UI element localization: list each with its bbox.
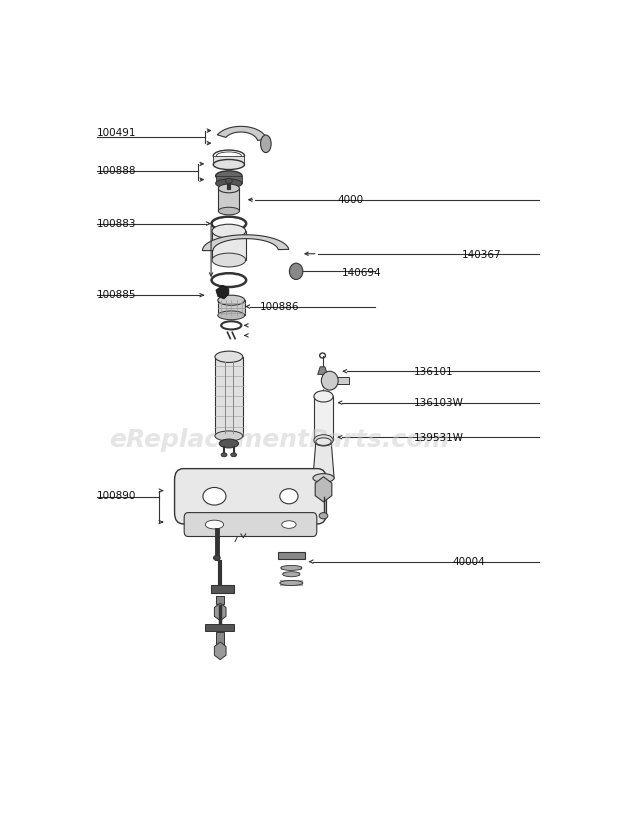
Ellipse shape — [280, 580, 303, 586]
Ellipse shape — [215, 351, 243, 362]
FancyBboxPatch shape — [184, 512, 317, 536]
Polygon shape — [280, 580, 303, 586]
FancyBboxPatch shape — [175, 468, 326, 524]
Ellipse shape — [319, 512, 328, 519]
Polygon shape — [314, 397, 333, 441]
Ellipse shape — [280, 489, 298, 503]
Polygon shape — [212, 231, 246, 260]
Polygon shape — [216, 632, 224, 645]
Polygon shape — [216, 285, 229, 299]
Ellipse shape — [218, 311, 245, 320]
Text: 4000: 4000 — [337, 195, 363, 206]
Polygon shape — [278, 552, 305, 559]
Text: 136103W: 136103W — [414, 398, 464, 408]
Text: 40004: 40004 — [453, 557, 485, 566]
Text: 100885: 100885 — [97, 290, 136, 300]
Polygon shape — [317, 367, 327, 375]
Text: 100491: 100491 — [97, 128, 136, 138]
Text: 136101: 136101 — [414, 367, 453, 377]
Polygon shape — [216, 175, 242, 184]
Ellipse shape — [314, 435, 333, 446]
Ellipse shape — [260, 135, 271, 153]
Text: 139531W: 139531W — [414, 432, 464, 443]
Ellipse shape — [215, 431, 243, 441]
Text: 100890: 100890 — [97, 491, 136, 501]
Ellipse shape — [316, 438, 331, 446]
Text: 100883: 100883 — [97, 219, 136, 228]
Ellipse shape — [226, 179, 232, 184]
Ellipse shape — [218, 207, 239, 215]
Polygon shape — [216, 596, 224, 605]
Ellipse shape — [213, 159, 244, 170]
Polygon shape — [218, 188, 239, 211]
Ellipse shape — [283, 572, 300, 577]
Ellipse shape — [218, 184, 239, 193]
Text: 140694: 140694 — [342, 268, 381, 277]
Ellipse shape — [281, 521, 296, 528]
Polygon shape — [205, 624, 234, 631]
Ellipse shape — [212, 253, 246, 267]
Polygon shape — [211, 586, 234, 593]
Text: 100886: 100886 — [260, 302, 299, 313]
Polygon shape — [313, 441, 334, 478]
Ellipse shape — [216, 179, 242, 188]
Ellipse shape — [221, 453, 227, 457]
Text: 100888: 100888 — [97, 166, 136, 175]
Polygon shape — [213, 156, 244, 165]
Polygon shape — [330, 377, 349, 384]
Ellipse shape — [290, 264, 303, 280]
Ellipse shape — [205, 520, 224, 529]
Polygon shape — [215, 357, 243, 436]
Polygon shape — [281, 565, 302, 570]
Ellipse shape — [203, 487, 226, 505]
Ellipse shape — [321, 371, 338, 390]
Ellipse shape — [213, 556, 220, 561]
Text: 140367: 140367 — [462, 250, 502, 260]
Text: eReplacementParts.com: eReplacementParts.com — [109, 428, 449, 452]
Ellipse shape — [281, 565, 302, 570]
Ellipse shape — [212, 224, 246, 238]
Ellipse shape — [314, 391, 333, 402]
Ellipse shape — [313, 473, 334, 482]
Polygon shape — [218, 126, 267, 140]
Polygon shape — [283, 572, 300, 576]
Polygon shape — [218, 300, 245, 315]
Polygon shape — [202, 235, 289, 251]
Ellipse shape — [216, 171, 242, 181]
Ellipse shape — [231, 453, 237, 457]
Ellipse shape — [219, 439, 239, 448]
Ellipse shape — [218, 295, 245, 305]
